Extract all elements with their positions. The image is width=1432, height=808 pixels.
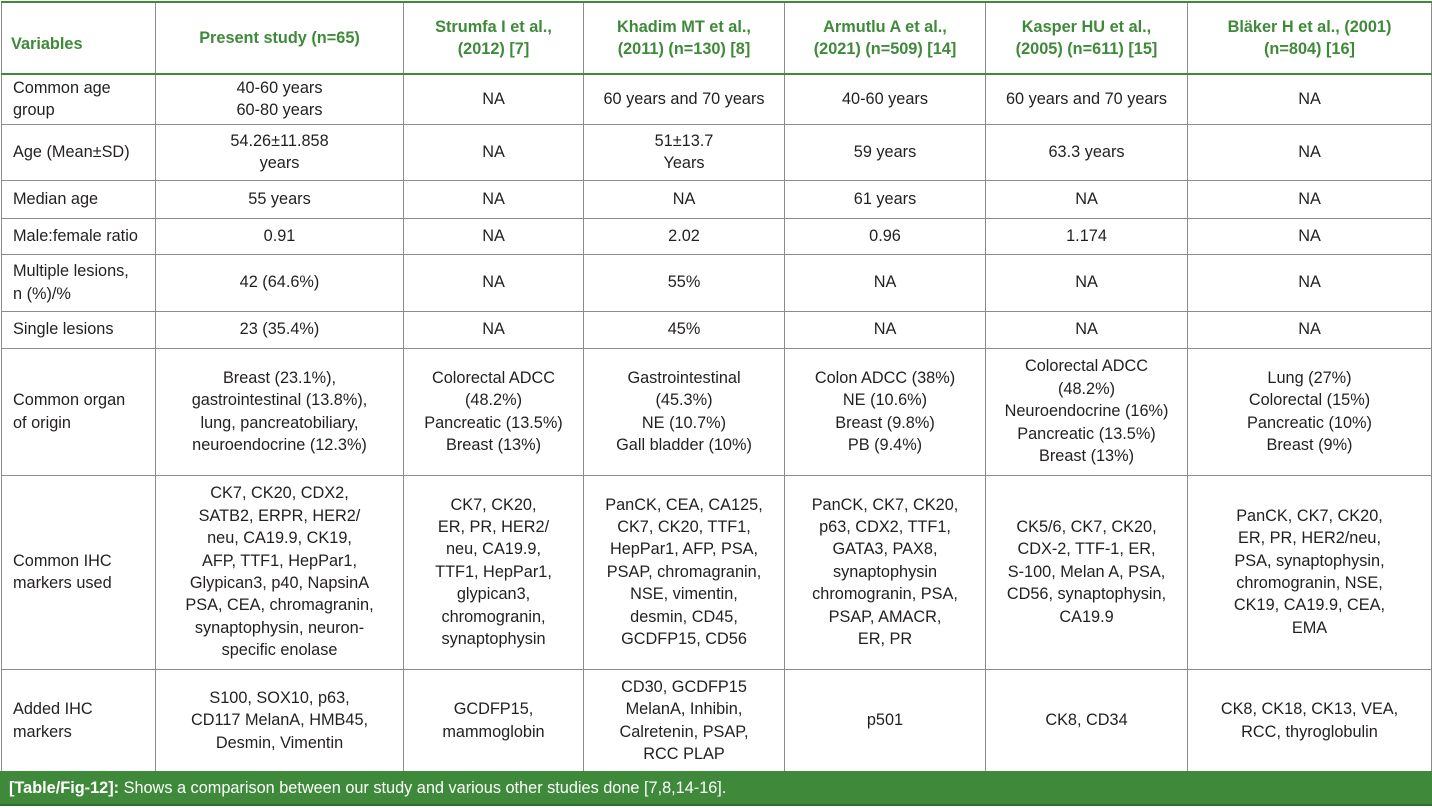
table-cell: PanCK, CK7, CK20, ER, PR, HER2/neu, PSA,…: [1187, 474, 1432, 670]
row-label: Added IHC markers: [1, 668, 156, 773]
table-row: Added IHC markers S100, SOX10, p63, CD11…: [1, 668, 1432, 773]
table-cell: Colorectal ADCC (48.2%) Neuroendocrine (…: [985, 347, 1188, 476]
table-cell: Breast (23.1%), gastrointestinal (13.8%)…: [155, 347, 404, 476]
table-cell: 0.91: [155, 217, 404, 255]
table-cell: CK8, CD34: [985, 668, 1188, 773]
table-cell: 61 years: [784, 179, 986, 219]
table-row: Multiple lesions, n (%)/% 42 (64.6%) NA …: [1, 253, 1432, 312]
table-cell: NA: [583, 179, 785, 219]
header-strumfa: Strumfa I et al., (2012) [7]: [403, 1, 584, 75]
table-cell: 0.96: [784, 217, 986, 255]
table-cell: 59 years: [784, 123, 986, 181]
table-cell: S100, SOX10, p63, CD117 MelanA, HMB45, D…: [155, 668, 404, 773]
header-variables: Variables: [1, 1, 156, 75]
row-label: Common organ of origin: [1, 347, 156, 476]
table-cell: 51±13.7 Years: [583, 123, 785, 181]
table-cell: NA: [1187, 217, 1432, 255]
table-cell: Colon ADCC (38%) NE (10.6%) Breast (9.8%…: [784, 347, 986, 476]
table-caption: [Table/Fig-12]: Shows a comparison betwe…: [0, 771, 1432, 806]
table-cell: p501: [784, 668, 986, 773]
table-row: Common IHC markers used CK7, CK20, CDX2,…: [1, 474, 1432, 670]
row-label: Common age group: [1, 73, 156, 125]
table-cell: 1.174: [985, 217, 1188, 255]
table-cell: CD30, GCDFP15 MelanA, Inhibin, Calreteni…: [583, 668, 785, 773]
table-row: Common age group 40-60 years 60-80 years…: [1, 73, 1432, 125]
table-cell: GCDFP15, mammoglobin: [403, 668, 584, 773]
header-armutlu: Armutlu A et al., (2021) (n=509) [14]: [784, 1, 986, 75]
table-cell: 63.3 years: [985, 123, 1188, 181]
table-cell: NA: [1187, 123, 1432, 181]
table-cell: 40-60 years 60-80 years: [155, 73, 404, 125]
table-cell: 55%: [583, 253, 785, 312]
table-cell: PanCK, CEA, CA125, CK7, CK20, TTF1, HepP…: [583, 474, 785, 670]
caption-text: Shows a comparison between our study and…: [119, 779, 727, 797]
table-cell: NA: [403, 217, 584, 255]
table-cell: 55 years: [155, 179, 404, 219]
table-cell: PanCK, CK7, CK20, p63, CDX2, TTF1, GATA3…: [784, 474, 986, 670]
table-cell: 40-60 years: [784, 73, 986, 125]
header-kasper: Kasper HU et al., (2005) (n=611) [15]: [985, 1, 1188, 75]
table-cell: NA: [403, 123, 584, 181]
table-cell: NA: [784, 310, 986, 349]
table-cell: 54.26±11.858 years: [155, 123, 404, 181]
table-cell: NA: [403, 73, 584, 125]
table-cell: NA: [985, 179, 1188, 219]
table-cell: NA: [784, 253, 986, 312]
table-cell: 45%: [583, 310, 785, 349]
row-label: Single lesions: [1, 310, 156, 349]
table-row: Median age 55 years NA NA 61 years NA NA: [1, 179, 1432, 219]
table-cell: NA: [1187, 73, 1432, 125]
table-cell: NA: [403, 310, 584, 349]
table-cell: NA: [985, 253, 1188, 312]
row-label: Common IHC markers used: [1, 474, 156, 670]
table-row: Age (Mean±SD) 54.26±11.858 years NA 51±1…: [1, 123, 1432, 181]
table-cell: NA: [403, 253, 584, 312]
table-cell: 60 years and 70 years: [583, 73, 785, 125]
table-cell: NA: [1187, 253, 1432, 312]
header-blaker: Bläker H et al., (2001) (n=804) [16]: [1187, 1, 1432, 75]
table-cell: NA: [403, 179, 584, 219]
table-cell: NA: [985, 310, 1188, 349]
header-present-study: Present study (n=65): [155, 1, 404, 75]
table-cell: Gastrointestinal (45.3%) NE (10.7%) Gall…: [583, 347, 785, 476]
table-cell: CK5/6, CK7, CK20, CDX-2, TTF-1, ER, S-10…: [985, 474, 1188, 670]
table-cell: Lung (27%) Colorectal (15%) Pancreatic (…: [1187, 347, 1432, 476]
table-cell: Colorectal ADCC (48.2%) Pancreatic (13.5…: [403, 347, 584, 476]
table-cell: NA: [1187, 179, 1432, 219]
table-cell: CK7, CK20, ER, PR, HER2/ neu, CA19.9, TT…: [403, 474, 584, 670]
table-cell: 60 years and 70 years: [985, 73, 1188, 125]
comparison-table: Variables Present study (n=65) Strumfa I…: [1, 1, 1432, 773]
header-khadim: Khadim MT et al., (2011) (n=130) [8]: [583, 1, 785, 75]
table-body: Common age group 40-60 years 60-80 years…: [1, 73, 1432, 773]
table-cell: NA: [1187, 310, 1432, 349]
caption-tag: [Table/Fig-12]:: [9, 779, 120, 797]
table-row: Single lesions 23 (35.4%) NA 45% NA NA N…: [1, 310, 1432, 349]
table-cell: CK8, CK18, CK13, VEA, RCC, thyroglobulin: [1187, 668, 1432, 773]
table-cell: 42 (64.6%): [155, 253, 404, 312]
table-header: Variables Present study (n=65) Strumfa I…: [1, 1, 1432, 75]
table-row: Male:female ratio 0.91 NA 2.02 0.96 1.17…: [1, 217, 1432, 255]
row-label: Male:female ratio: [1, 217, 156, 255]
table-cell: 2.02: [583, 217, 785, 255]
table-row: Common organ of origin Breast (23.1%), g…: [1, 347, 1432, 476]
table-cell: 23 (35.4%): [155, 310, 404, 349]
header-row: Variables Present study (n=65) Strumfa I…: [1, 1, 1432, 75]
table-cell: CK7, CK20, CDX2, SATB2, ERPR, HER2/ neu,…: [155, 474, 404, 670]
row-label: Age (Mean±SD): [1, 123, 156, 181]
row-label: Median age: [1, 179, 156, 219]
row-label: Multiple lesions, n (%)/%: [1, 253, 156, 312]
